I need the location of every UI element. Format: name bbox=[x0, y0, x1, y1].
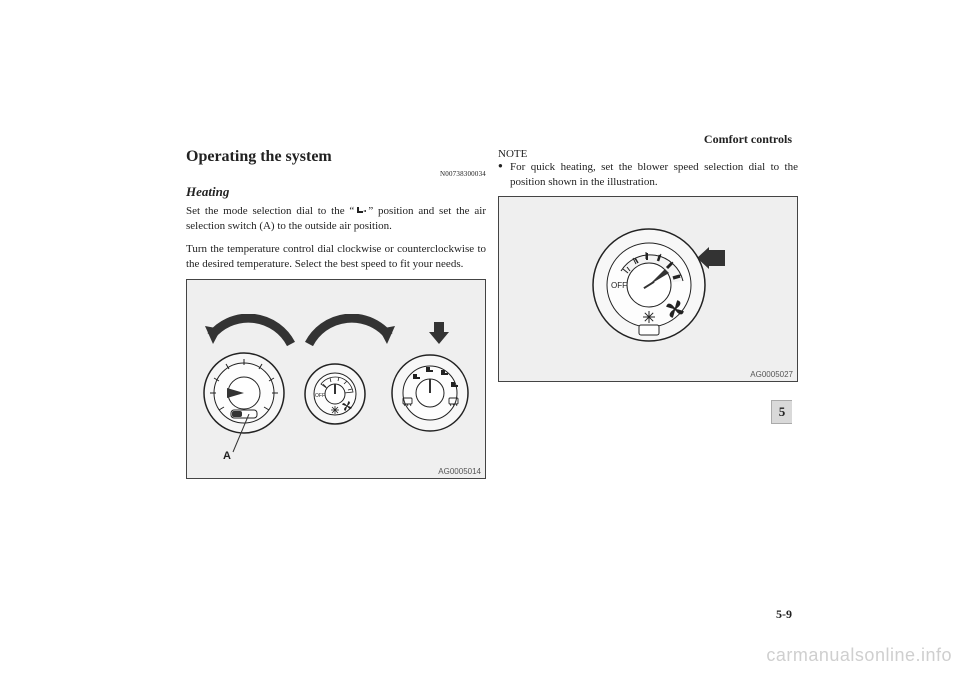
header-section-title: Comfort controls bbox=[704, 132, 792, 147]
note-label: NOTE bbox=[498, 148, 798, 160]
blower-dial-large: OFF bbox=[589, 225, 709, 350]
blower-large-off-label: OFF bbox=[611, 281, 627, 290]
note-item-1: For quick heating, set the blower speed … bbox=[498, 160, 798, 190]
figure-id-left: AG0005014 bbox=[438, 467, 481, 476]
left-column: Operating the system N00738300034 Heatin… bbox=[186, 148, 486, 479]
callout-line-a bbox=[229, 414, 259, 456]
chapter-tab: 5 bbox=[771, 400, 792, 424]
para1-part-a: Set the mode selection dial to the “ bbox=[186, 205, 354, 217]
right-column: NOTE For quick heating, set the blower s… bbox=[498, 148, 798, 382]
blower-arrow-icon bbox=[295, 314, 405, 354]
figure-heating-controls: OFF bbox=[186, 279, 486, 479]
operating-title: Operating the system bbox=[186, 148, 486, 166]
heating-paragraph-1: Set the mode selection dial to the “” po… bbox=[186, 204, 486, 234]
blower-off-label: OFF bbox=[315, 393, 325, 399]
mode-dial bbox=[389, 352, 471, 439]
heating-paragraph-2: Turn the temperature control dial clockw… bbox=[186, 242, 486, 272]
figure-id-right: AG0005027 bbox=[750, 370, 793, 379]
blower-dial: OFF bbox=[303, 362, 367, 431]
callout-a-label: A bbox=[223, 450, 231, 462]
page: Comfort controls Operating the system N0… bbox=[0, 0, 960, 678]
watermark: carmanualsonline.info bbox=[766, 645, 952, 666]
heating-subheading: Heating bbox=[186, 184, 486, 200]
foot-mode-icon bbox=[354, 206, 368, 216]
page-number: 5-9 bbox=[776, 607, 792, 622]
doc-id: N00738300034 bbox=[186, 170, 486, 178]
mode-arrow-icon bbox=[429, 322, 449, 344]
figure-blower-quickheat: OFF bbox=[498, 196, 798, 382]
temp-arrow-icon bbox=[193, 314, 303, 354]
